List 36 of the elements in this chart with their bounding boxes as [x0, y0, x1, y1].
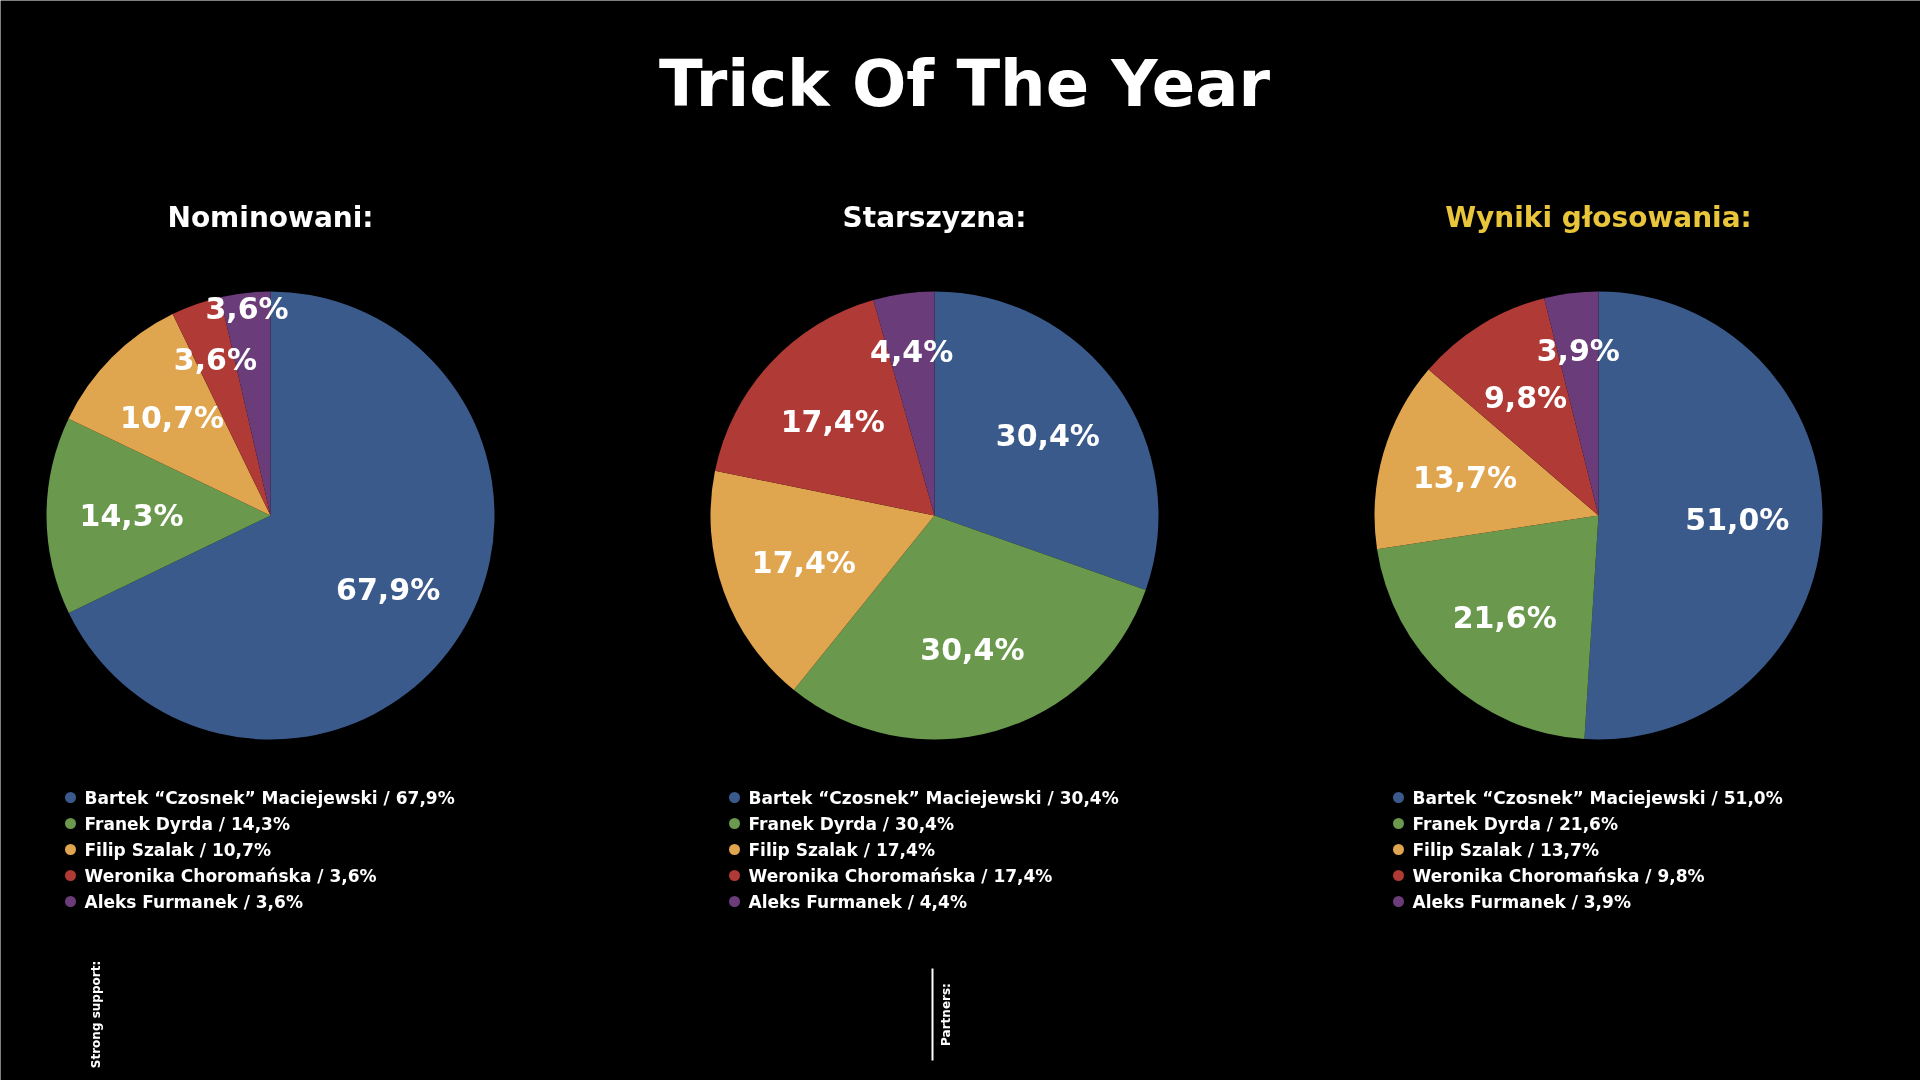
data-label: 17,4%: [751, 545, 856, 581]
data-label: 3,6%: [173, 341, 257, 377]
data-label: 3,9%: [1536, 333, 1620, 369]
legend-label: Aleks Furmanek / 3,9%: [1412, 891, 1631, 912]
data-label: 30,4%: [995, 417, 1100, 453]
legend-label: Weronika Choromańska / 17,4%: [748, 865, 1053, 886]
legend-label: Filip Szalak / 17,4%: [748, 839, 935, 860]
data-label: 67,9%: [336, 571, 441, 607]
legend-label: Bartek “Czosnek” Maciejewski / 67,9%: [84, 787, 455, 808]
legend-label: Franek Dyrda / 30,4%: [748, 813, 954, 834]
legend-label: Bartek “Czosnek” Maciejewski / 51,0%: [1412, 787, 1783, 808]
chart-title: Trick Of The Year: [659, 46, 1271, 121]
legend-label: Weronika Choromańska / 3,6%: [84, 865, 377, 886]
data-label: 3,6%: [205, 291, 289, 327]
data-label: 17,4%: [780, 403, 885, 439]
text: Partners:: [938, 983, 953, 1046]
chart-subtitle: Wyniki głosowania:: [1445, 201, 1752, 234]
data-label: 10,7%: [120, 400, 225, 436]
data-label: 21,6%: [1452, 600, 1557, 636]
legend-label: Aleks Furmanek / 4,4%: [748, 891, 967, 912]
legend-label: Weronika Choromańska / 9,8%: [1412, 865, 1705, 886]
data-label: 13,7%: [1412, 459, 1518, 495]
data-label: 4,4%: [870, 333, 954, 369]
data-label: 51,0%: [1685, 502, 1790, 538]
legend-label: Bartek “Czosnek” Maciejewski / 30,4%: [748, 787, 1119, 808]
legend-label: Filip Szalak / 10,7%: [84, 839, 271, 860]
data-label: 30,4%: [920, 631, 1025, 667]
chart-subtitle: Starszyzna:: [842, 201, 1027, 234]
legend-label: Franek Dyrda / 21,6%: [1412, 813, 1618, 834]
data-label: 14,3%: [79, 498, 184, 534]
chart-subtitle: Nominowani:: [167, 201, 374, 234]
data-label: 9,8%: [1483, 379, 1568, 415]
legend-label: Filip Szalak / 13,7%: [1412, 839, 1599, 860]
legend-label: Franek Dyrda / 14,3%: [84, 813, 290, 834]
text: Strong support:: [88, 960, 103, 1069]
legend-label: Aleks Furmanek / 3,6%: [84, 891, 303, 912]
